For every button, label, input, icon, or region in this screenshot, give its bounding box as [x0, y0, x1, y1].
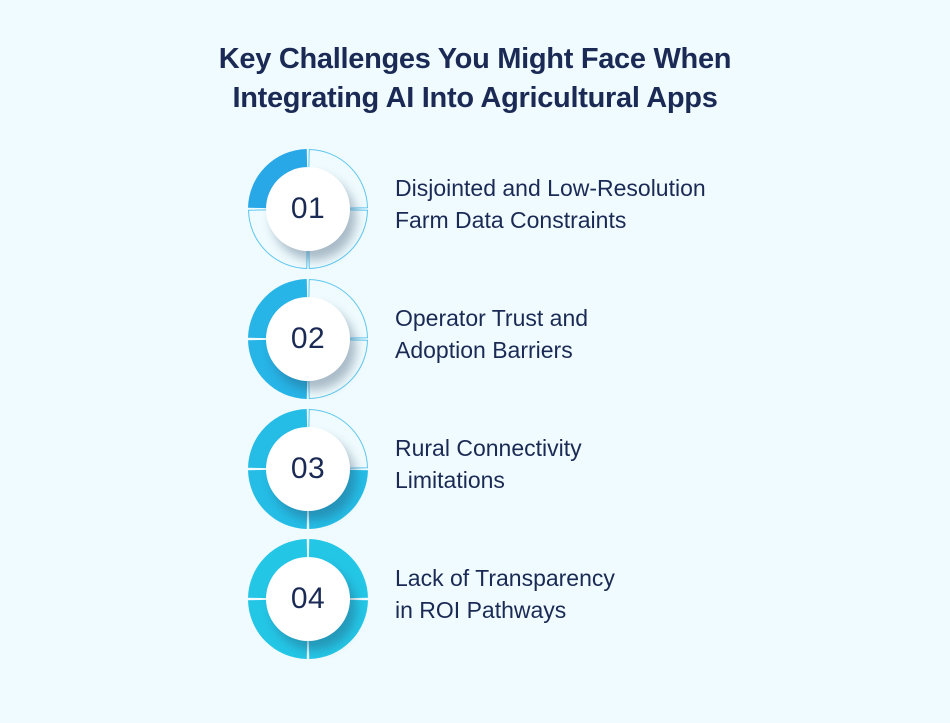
step-04: 04 Lack of Transparency in ROI Pathways [247, 538, 807, 660]
progress-ring-icon [247, 538, 369, 660]
step-number-badge: 01 [266, 167, 350, 251]
step-label: Lack of Transparency in ROI Pathways [395, 565, 615, 623]
step-label: Disjointed and Low-Resolution Farm Data … [395, 175, 706, 233]
step-label: Rural Connectivity Limitations [395, 435, 582, 493]
step-number-badge: 02 [266, 297, 350, 381]
page-title: Key Challenges You Might Face When Integ… [0, 40, 950, 118]
step-03: 03 Rural Connectivity Limitations [247, 408, 807, 530]
step-label: Operator Trust and Adoption Barriers [395, 305, 589, 363]
step-number-badge: 04 [266, 557, 350, 641]
step-number-badge: 03 [266, 427, 350, 511]
step-01: 01 Disjointed and Low-Resolution Farm Da… [247, 148, 807, 270]
step-02: 02 Operator Trust and Adoption Barriers [247, 278, 807, 400]
title-line-1: Key Challenges You Might Face When [218, 43, 732, 75]
title-line-2: Integrating AI Into Agricultural Apps [232, 82, 718, 114]
